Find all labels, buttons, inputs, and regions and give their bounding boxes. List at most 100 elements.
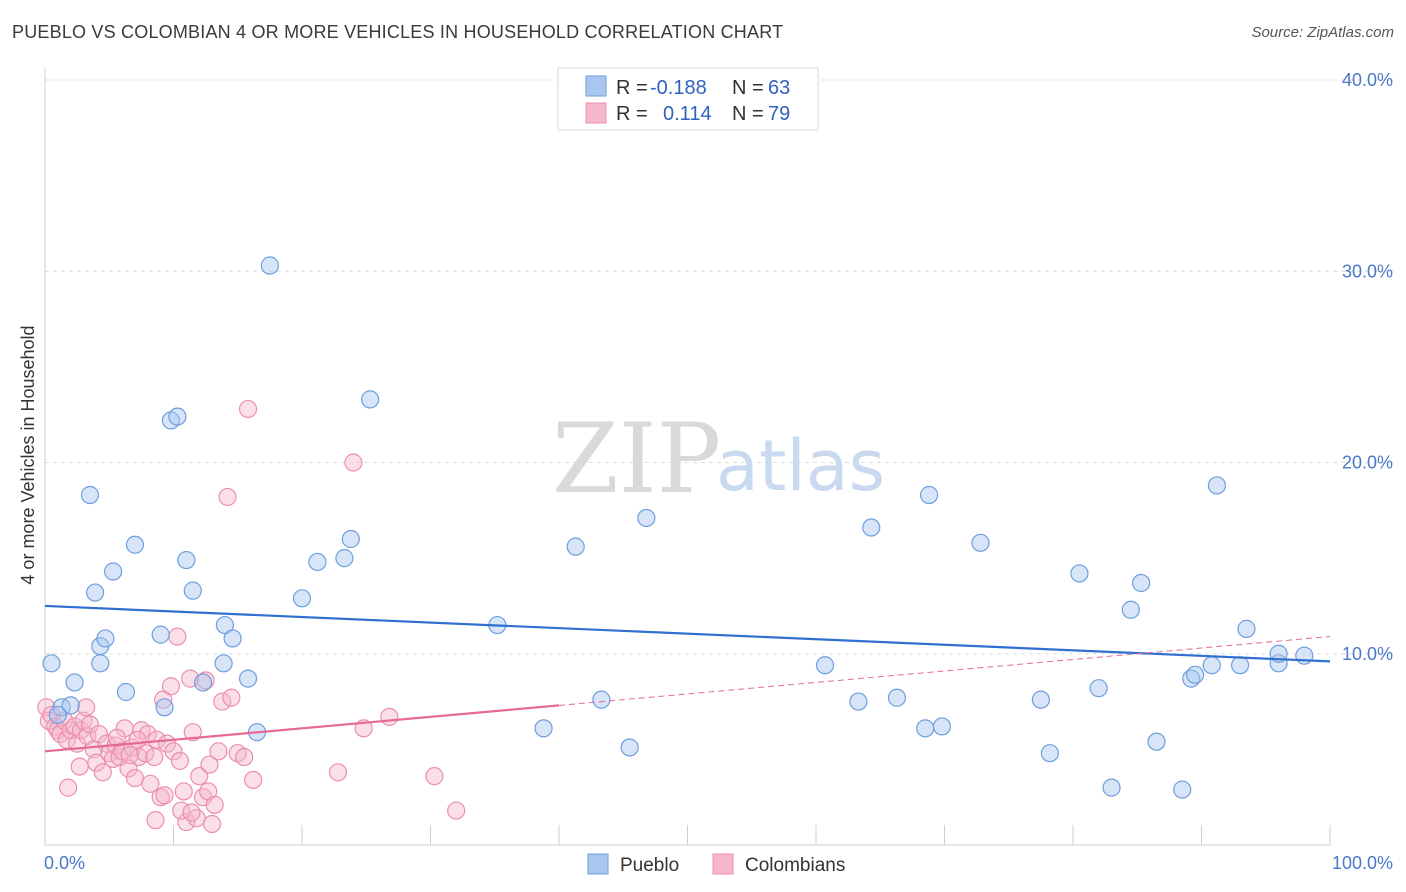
colombians-point-60: [235, 747, 254, 767]
pueblo-point-38: [862, 518, 881, 537]
pueblo-point-48: [1102, 778, 1121, 797]
colombians-point-45: [174, 782, 193, 801]
colombians-point-14: [77, 698, 96, 717]
colombians-point-76: [107, 728, 127, 748]
colombians-point-41: [161, 677, 181, 696]
colombians-point-78: [70, 757, 89, 776]
legend-r-label-colombians: R =: [616, 103, 648, 125]
pueblo-point-16: [177, 550, 196, 570]
pueblo-point-35: [637, 508, 656, 528]
pueblo-point-12: [151, 625, 170, 644]
pueblo-point-29: [361, 390, 380, 409]
y-tick-label-2: 30.0%: [1342, 261, 1393, 281]
pueblo-point-47: [1089, 679, 1108, 698]
watermark-atlas: atlas: [716, 425, 885, 507]
colombians-point-73: [146, 811, 165, 830]
bottom-legend-swatch-colombians: [712, 853, 734, 875]
legend-n-label-colombians: N =: [732, 103, 764, 125]
colombians-point-67: [328, 763, 348, 782]
pueblo-point-42: [932, 717, 952, 736]
pueblo-point-62: [48, 705, 67, 725]
legend-n-value-pueblo: 63: [768, 77, 790, 99]
pueblo-point-9: [104, 562, 123, 581]
pueblo-point-49: [1121, 600, 1140, 619]
bottom-legend-colombians: Colombians: [745, 855, 845, 876]
colombians-point-42: [164, 742, 183, 761]
pueblo-point-52: [1173, 780, 1192, 799]
chart-title: PUEBLO VS COLOMBIAN 4 OR MORE VEHICLES I…: [12, 22, 784, 42]
colombians-point-65: [128, 730, 147, 749]
pueblo-point-22: [238, 669, 258, 688]
pueblo-point-20: [215, 615, 234, 635]
colombians-point-75: [120, 746, 139, 765]
pueblo-point-13: [155, 698, 174, 717]
legend-r-label-pueblo: R =: [616, 77, 648, 99]
pueblo-point-11: [125, 535, 145, 554]
colombians-point-20: [93, 763, 112, 782]
pueblo-point-3: [65, 673, 84, 692]
colombians-point-50: [190, 767, 209, 786]
pueblo-point-8: [96, 629, 115, 648]
colombians-point-72: [447, 801, 466, 820]
colombians-point-28: [119, 759, 138, 778]
pueblo-point-2: [61, 696, 80, 715]
colombians-point-46: [177, 812, 196, 832]
colombians-point-52: [196, 671, 215, 690]
pueblo-point-41: [919, 485, 939, 505]
pueblo-point-55: [1202, 656, 1221, 675]
colombians-point-74: [182, 803, 201, 822]
y-tick-label-3: 40.0%: [1342, 70, 1393, 90]
y-tick-label-1: 20.0%: [1342, 453, 1393, 473]
legend: R = -0.188 N = 63 R = 0.114 N = 79: [557, 67, 819, 131]
pueblo-point-57: [1230, 656, 1250, 675]
watermark: ZIP atlas: [552, 403, 885, 515]
pueblo-point-10: [116, 682, 136, 702]
y-tick-labels: 10.0% 20.0% 30.0% 40.0%: [1342, 70, 1393, 664]
pueblo-point-32: [566, 537, 585, 556]
pueblo-point-54: [1185, 665, 1205, 684]
colombians-point-33: [136, 744, 155, 763]
trend-lines: [44, 604, 1331, 753]
bottom-legend-pueblo: Pueblo: [620, 855, 679, 876]
pueblo-point-21: [223, 629, 242, 648]
pueblo-point-44: [1031, 690, 1050, 709]
pueblo-point-56: [1207, 476, 1227, 495]
colombians-point-44: [170, 751, 190, 770]
colombians-point-71: [425, 767, 444, 786]
legend-n-value-colombians: 79: [768, 103, 790, 125]
pueblo-point-26: [308, 552, 327, 572]
pueblo-point-40: [916, 719, 935, 738]
colombians-trend-line-dashed: [558, 636, 1331, 706]
pueblo-point-39: [887, 688, 907, 707]
watermark-zip: ZIP: [552, 403, 721, 515]
pueblo-point-46: [1070, 564, 1089, 583]
legend-r-value-colombians: 0.114: [663, 103, 712, 125]
bottom-legend-swatch-pueblo: [587, 853, 609, 875]
colombians-point-53: [200, 755, 219, 774]
colombians-point-36: [145, 747, 164, 767]
x-tick-label-0: 0.0%: [44, 853, 85, 873]
colombians-point-57: [218, 487, 237, 507]
colombians-point-35: [141, 774, 160, 793]
pueblo-point-28: [341, 529, 360, 549]
pueblo-point-58: [1237, 619, 1256, 638]
pueblo-point-5: [86, 583, 105, 602]
pueblo-point-50: [1132, 573, 1151, 593]
colombians-point-61: [238, 399, 258, 419]
colombians-points: [37, 399, 466, 834]
colombians-point-55: [209, 742, 228, 761]
colombians-trend-line-solid: [44, 704, 560, 753]
pueblo-point-24: [260, 256, 279, 275]
pueblo-point-34: [620, 738, 639, 757]
colombians-point-68: [344, 453, 363, 472]
legend-n-label-pueblo: N =: [732, 77, 764, 99]
x-tick-label-1: 100.0%: [1332, 853, 1393, 873]
legend-swatch-colombians: [585, 102, 607, 124]
colombians-point-8: [59, 778, 78, 797]
colombians-point-70: [380, 707, 399, 726]
pueblo-point-27: [335, 549, 354, 568]
colombians-point-54: [202, 814, 222, 834]
colombians-point-62: [244, 770, 263, 790]
pueblo-point-37: [849, 692, 868, 711]
